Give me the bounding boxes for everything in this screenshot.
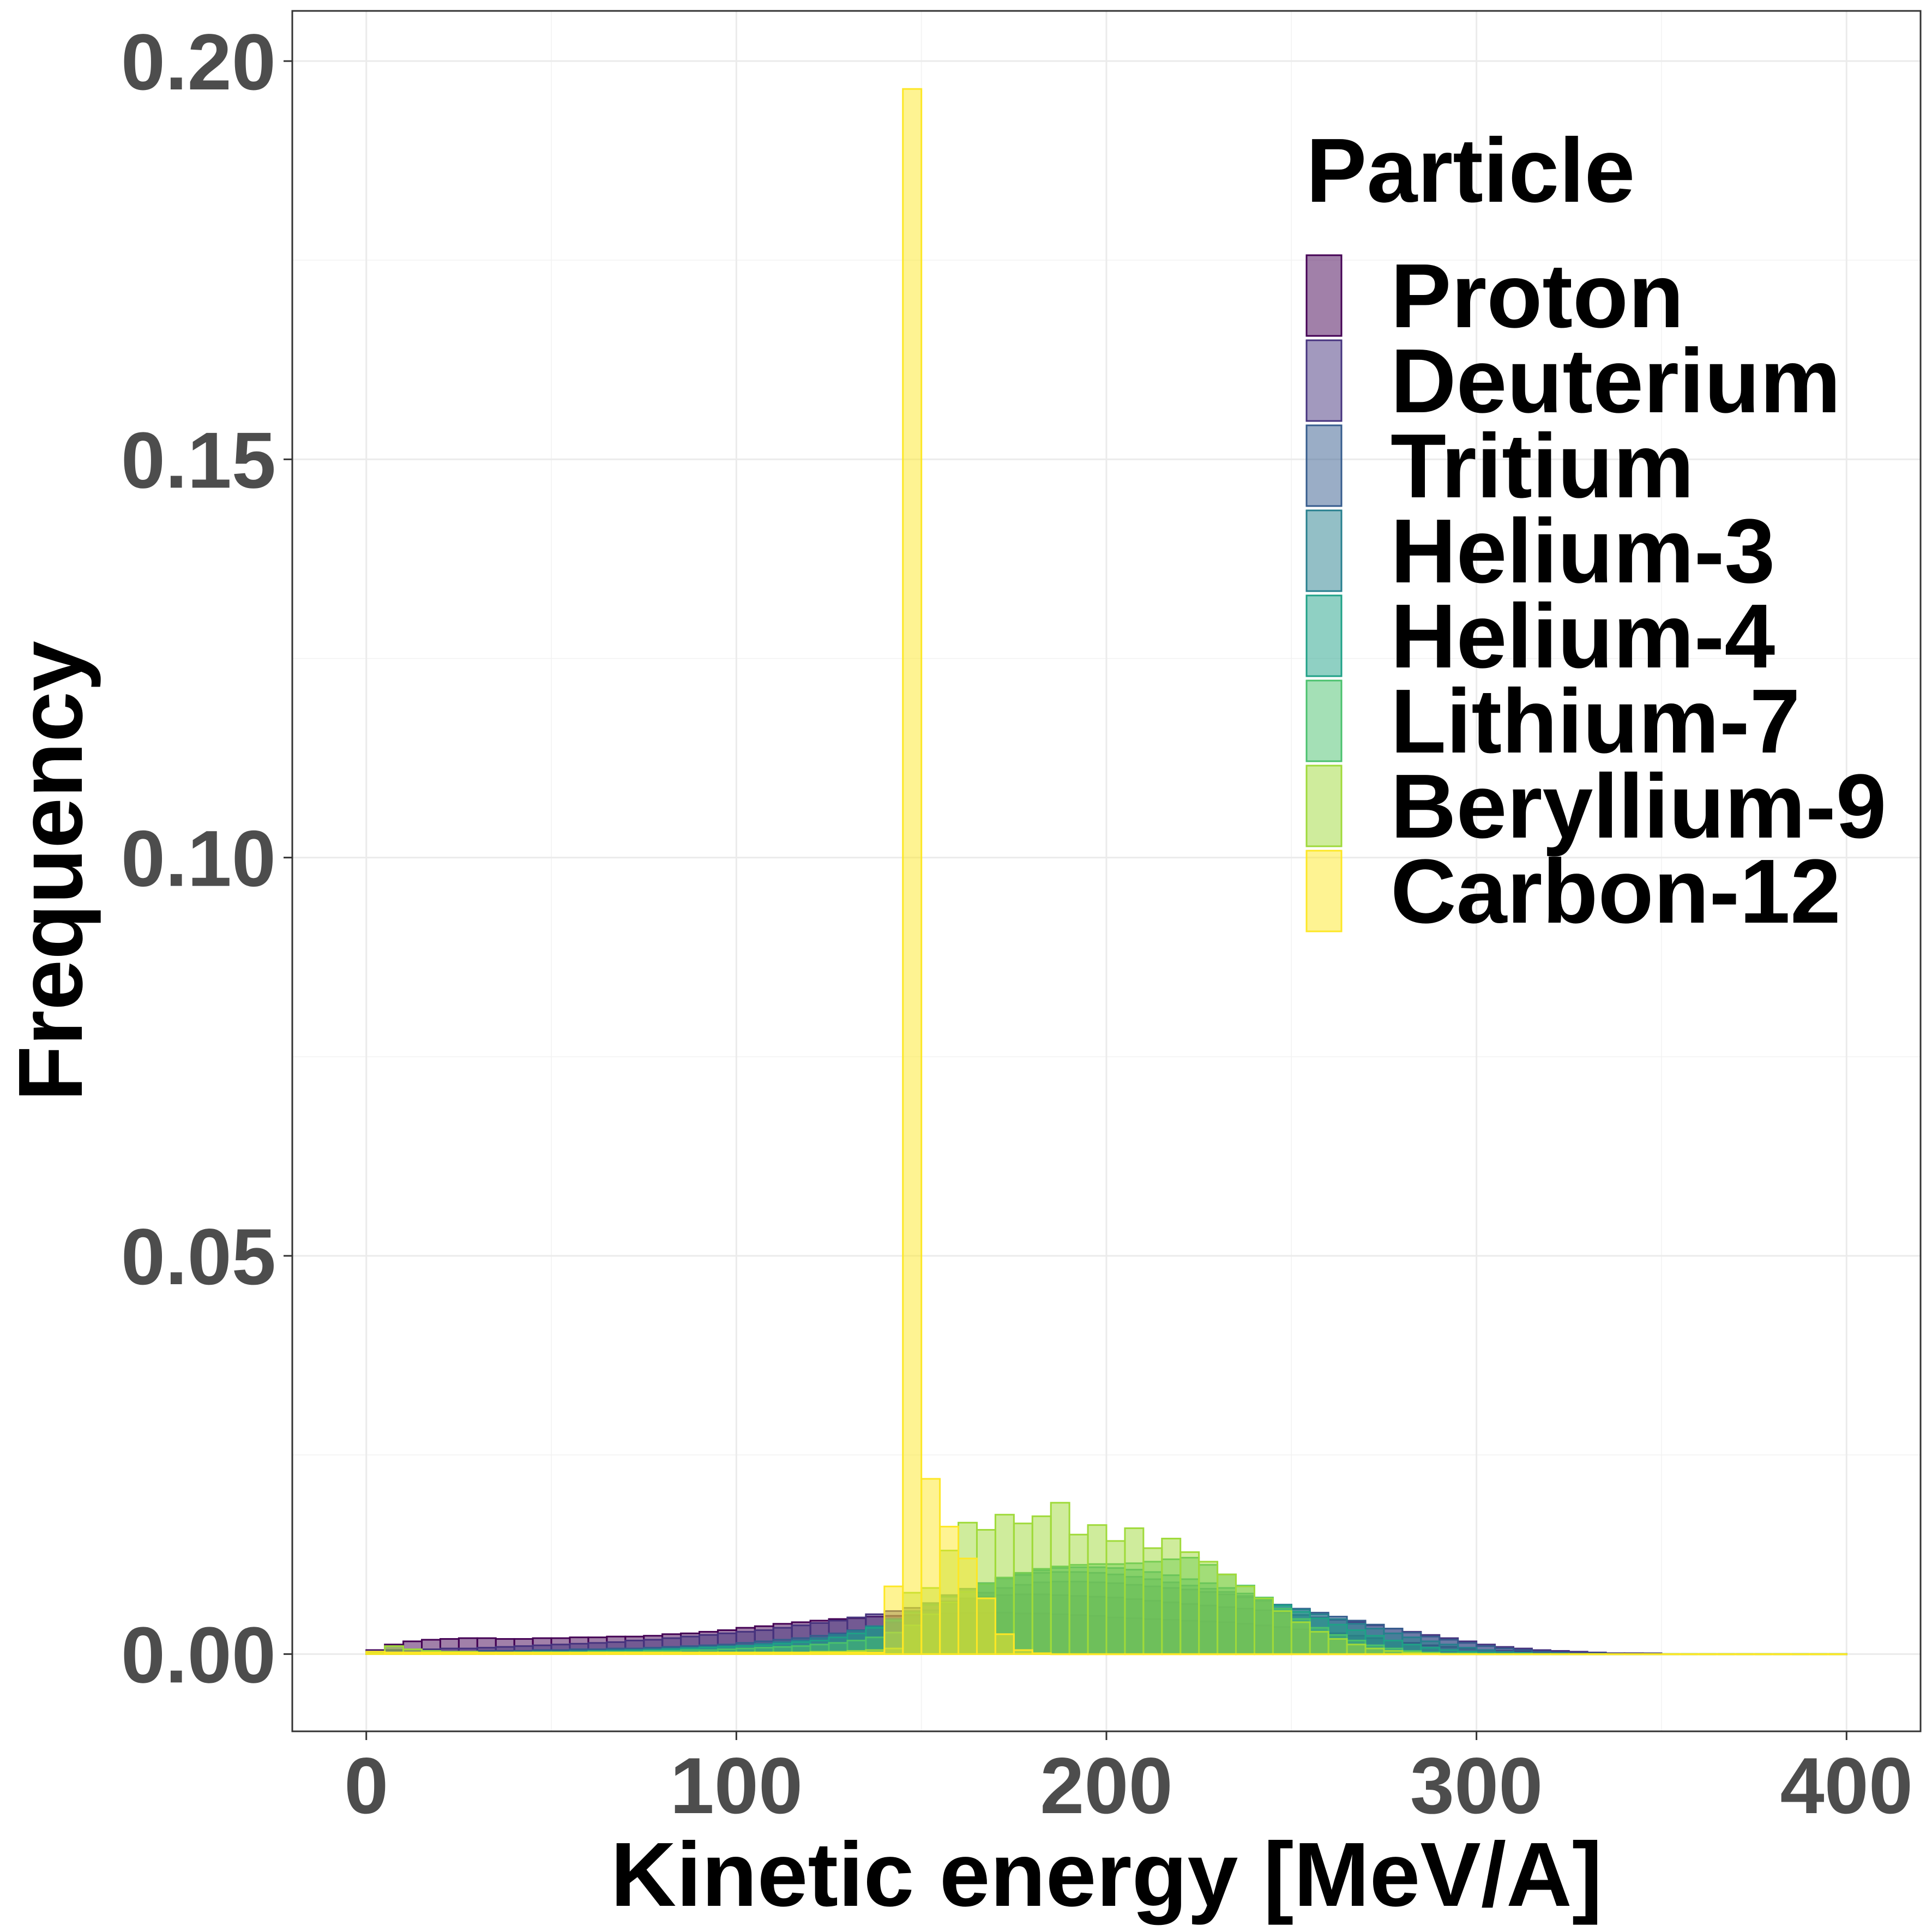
histogram-bar [1364,1647,1385,1655]
histogram-bar [1013,1522,1033,1655]
histogram-bar [1105,1540,1126,1655]
legend-key [1305,594,1343,677]
histogram-bar [661,1651,682,1655]
y-axis-title: Frequency [0,641,101,1102]
histogram-bar [476,1651,497,1655]
histogram-bar [532,1651,552,1655]
histogram-bar [735,1651,756,1655]
histogram-bar [643,1651,664,1655]
histogram-bar [606,1651,627,1655]
histogram-bar [365,1651,386,1655]
legend-key [1305,509,1343,592]
histogram-bar [846,1651,867,1655]
histogram-bars [365,88,1847,1656]
legend-key [1305,850,1343,932]
histogram-bar [828,1651,848,1655]
legend: Particle ProtonDeuteriumTritiumHelium-3H… [1305,120,1887,942]
y-tick-label: 0.15 [121,416,276,504]
histogram-bar [1309,1630,1329,1655]
histogram-bar [1087,1524,1108,1655]
histogram-bar [920,1478,941,1655]
histogram-bar [1346,1644,1367,1655]
histogram-bar [1013,1649,1033,1655]
histogram-bar [791,1651,811,1655]
legend-label: Carbon-12 [1391,841,1841,942]
x-tick-label: 200 [1040,1741,1173,1830]
legend-key [1305,254,1343,337]
histogram-bar [809,1651,830,1655]
histogram-bar [939,1526,960,1655]
histogram-bar [402,1651,423,1655]
histogram-bar [624,1651,645,1655]
histogram-bar [994,1633,1015,1655]
histogram-bar [772,1651,793,1655]
histogram-bar [680,1651,701,1655]
histogram-bar [754,1651,774,1655]
axes: 0 100 200 300 400 0.00 0.05 0.10 0.15 0.20 [121,17,1913,1830]
histogram-bar [958,1557,978,1655]
y-tick-label: 0.10 [121,814,276,903]
legend-label: Tritium [1391,416,1694,517]
histogram-bar [1217,1573,1237,1655]
histogram-bar [994,1514,1015,1655]
histogram-bar [1068,1533,1089,1655]
histogram-bar [384,1651,405,1655]
histogram-bar [976,1597,996,1655]
histogram-bar [865,1651,886,1655]
histogram-bar [883,1585,904,1655]
histogram-bar [1031,1652,1052,1655]
histogram-bar [1124,1527,1145,1655]
x-tick-label: 400 [1780,1741,1913,1830]
x-axis-title: Kinetic energy [MeV/A] [611,1824,1603,1925]
histogram-bar [717,1651,737,1655]
histogram-bar [1253,1597,1274,1655]
legend-key [1305,339,1343,422]
x-tick-label: 0 [344,1741,388,1830]
histogram-bar [550,1651,571,1655]
x-tick-label: 300 [1410,1741,1543,1830]
histogram-bar [1161,1538,1182,1655]
histogram-bar [1290,1621,1311,1655]
histogram-bar [1050,1502,1070,1655]
histogram-bar [1142,1547,1163,1655]
legend-label: Lithium-7 [1391,671,1800,772]
legend-key [1305,679,1343,762]
y-tick-label: 0.00 [121,1610,276,1699]
histogram-bar [421,1651,441,1655]
histogram-bar [587,1651,608,1655]
histogram-bar [1235,1585,1255,1655]
histogram-bar [439,1651,460,1655]
legend-label: Beryllium-9 [1391,756,1887,857]
y-tick-label: 0.20 [121,17,276,106]
histogram-bar [569,1651,589,1655]
legend-label: Helium-4 [1391,586,1775,687]
histogram-bar [1179,1551,1200,1655]
histogram-bar [1198,1561,1219,1655]
legend-key [1305,424,1343,507]
histogram-bar [902,88,923,1655]
histogram-bar [513,1651,534,1655]
legend-label: Deuterium [1391,330,1841,432]
series-carbon-12 [365,88,1847,1656]
legend-label: Proton [1391,245,1684,347]
legend-title: Particle [1306,120,1635,221]
histogram-bar [458,1651,478,1655]
legend-key [1305,765,1343,847]
y-tick-label: 0.05 [121,1212,276,1301]
histogram-bar [699,1651,719,1655]
histogram-bar [1327,1638,1348,1655]
histogram-bar [1031,1515,1052,1655]
x-tick-label: 100 [670,1741,803,1830]
histogram-bar [1272,1610,1292,1655]
histogram-bar [495,1651,515,1655]
legend-label: Helium-3 [1391,501,1775,602]
